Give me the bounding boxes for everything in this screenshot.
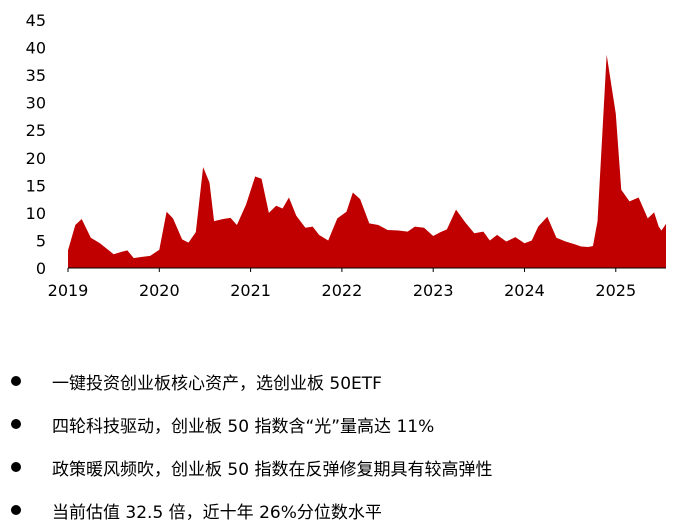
y-tick-label: 35 <box>26 66 46 85</box>
y-tick-label: 30 <box>26 94 46 113</box>
x-axis-tick-labels: 2019 2020 2021 2022 2023 2024 2025 <box>48 268 636 300</box>
y-tick-label: 45 <box>26 11 46 30</box>
y-tick-label: 10 <box>26 204 46 223</box>
x-tick-label: 2019 <box>48 281 89 300</box>
x-tick-label: 2021 <box>230 281 271 300</box>
bullet-text: 四轮科技驱动，创业板 50 指数含“光”量高达 11% <box>52 416 435 437</box>
bullet-dot-icon <box>11 462 21 472</box>
bullet-dot-icon <box>11 376 21 386</box>
bullet-text: 政策暖风频吹，创业板 50 指数在反弹修复期具有较高弹性 <box>52 459 493 480</box>
bullet-text: 一键投资创业板核心资产，选创业板 50ETF <box>52 373 382 394</box>
y-tick-label: 20 <box>26 149 46 168</box>
pe-area-series <box>68 54 666 268</box>
x-tick-label: 2023 <box>413 281 454 300</box>
bullet-dot-icon <box>11 419 21 429</box>
y-tick-label: 40 <box>26 39 46 58</box>
x-tick-label: 2025 <box>595 281 636 300</box>
y-tick-label: 15 <box>26 176 46 195</box>
y-tick-label: 0 <box>36 259 46 278</box>
x-tick-label: 2020 <box>139 281 180 300</box>
y-tick-label: 5 <box>36 231 46 250</box>
bullet-text: 当前估值 32.5 倍，近十年 26%分位数水平 <box>52 502 382 523</box>
y-tick-label: 25 <box>26 121 46 140</box>
x-tick-label: 2022 <box>322 281 363 300</box>
bullet-dot-icon <box>11 505 21 515</box>
y-axis-tick-labels: 0 5 10 15 20 25 30 35 40 45 <box>26 11 46 278</box>
x-tick-label: 2024 <box>504 281 545 300</box>
